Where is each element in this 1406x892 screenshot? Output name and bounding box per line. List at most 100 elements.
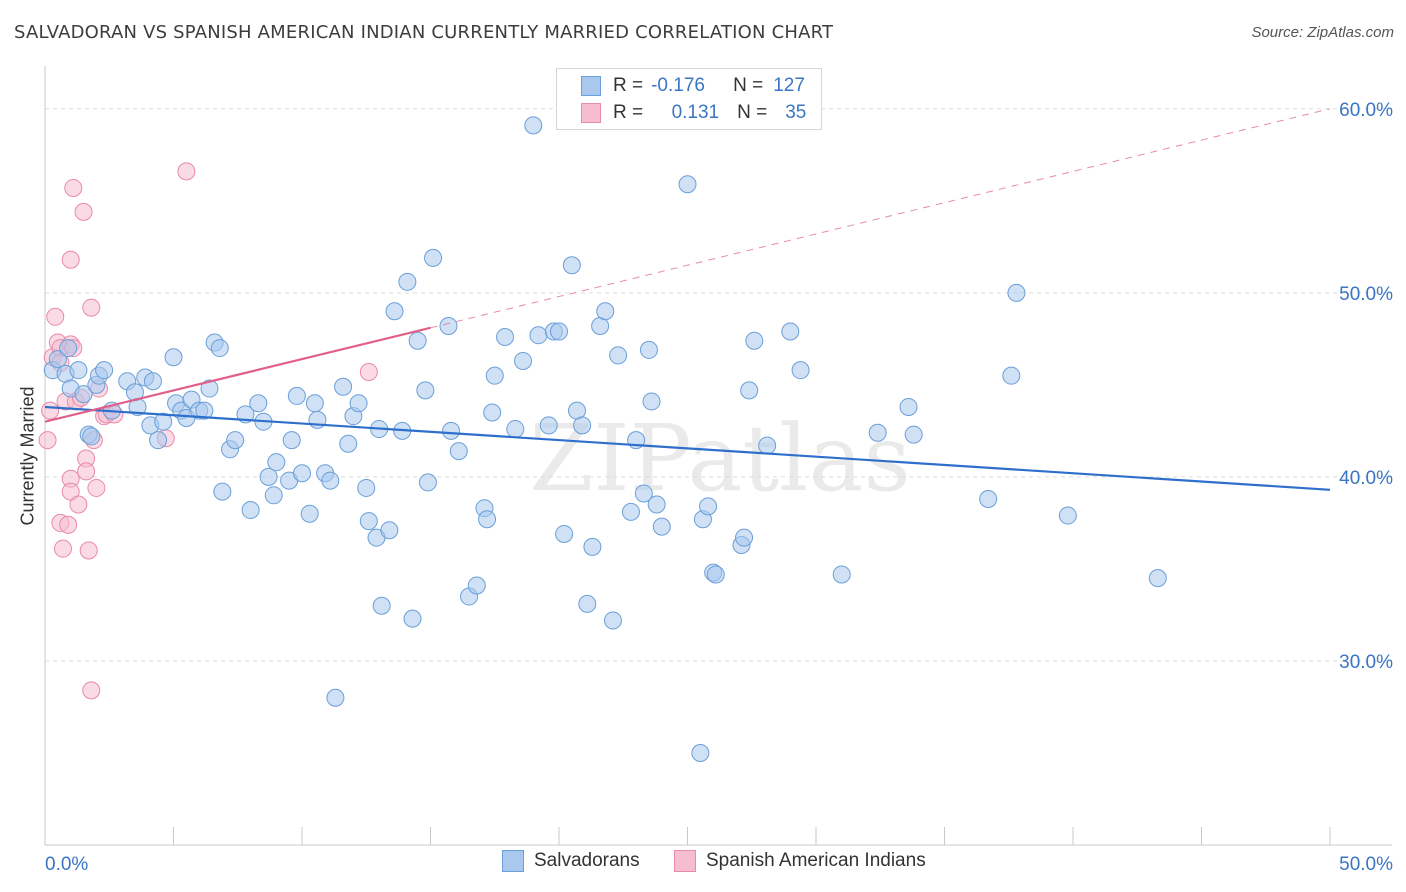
- data-point: [706, 565, 725, 584]
- data-point: [59, 515, 78, 534]
- data-point: [287, 386, 306, 405]
- data-point: [59, 339, 78, 358]
- data-point: [550, 322, 568, 341]
- data-point: [424, 248, 443, 267]
- source-label: Source: ZipAtlas.com: [1251, 24, 1394, 41]
- data-point: [334, 377, 353, 396]
- data-point: [200, 379, 219, 398]
- bottom-legend-label: Spanish American Indians: [706, 850, 926, 871]
- legend-r-label: R =: [613, 102, 644, 123]
- data-point: [416, 381, 435, 400]
- data-point: [832, 565, 851, 584]
- legend-n-value: 127: [773, 75, 805, 96]
- data-point: [195, 401, 214, 420]
- trendline-salvadorans: [44, 405, 1331, 491]
- y-tick-label: 40.0%: [1339, 468, 1393, 489]
- data-point: [69, 361, 88, 380]
- data-point: [82, 681, 101, 700]
- data-point: [149, 431, 168, 450]
- data-point: [979, 489, 998, 508]
- data-point: [326, 688, 345, 707]
- data-point: [372, 596, 391, 615]
- data-point: [904, 425, 923, 444]
- data-point: [339, 434, 358, 453]
- data-point: [349, 394, 368, 413]
- data-point: [213, 482, 232, 501]
- data-point: [264, 486, 283, 505]
- data-point: [634, 484, 653, 503]
- data-point: [95, 361, 114, 380]
- data-point: [177, 162, 196, 181]
- data-point: [69, 495, 88, 514]
- data-point: [418, 473, 437, 492]
- data-point: [74, 202, 93, 221]
- data-point: [357, 478, 376, 497]
- data-point: [603, 611, 622, 630]
- data-point: [408, 331, 427, 350]
- data-point: [478, 510, 497, 529]
- legend-n-label: N =: [733, 75, 764, 96]
- data-point: [691, 743, 710, 762]
- data-point: [300, 504, 319, 523]
- x-tick-label: 0.0%: [45, 854, 88, 875]
- data-point: [380, 521, 399, 540]
- data-point: [403, 609, 422, 628]
- legend-n-value: 35: [785, 102, 807, 123]
- y-tick-label: 60.0%: [1339, 100, 1393, 121]
- data-point: [578, 594, 597, 613]
- data-point: [154, 412, 173, 431]
- data-point: [87, 478, 106, 497]
- series-salvadorans: [43, 116, 1167, 762]
- data-point: [359, 362, 378, 381]
- data-point: [555, 524, 574, 543]
- bottom-legend-label: Salvadorans: [534, 850, 640, 871]
- data-point: [259, 467, 278, 486]
- data-point: [791, 361, 810, 380]
- trendline-extension-spanish-american-indians: [430, 108, 1331, 329]
- data-point: [41, 401, 60, 420]
- bottom-legend-swatch-blue: [502, 850, 524, 872]
- legend-n-label: N =: [737, 102, 768, 123]
- data-point: [573, 416, 592, 435]
- data-point: [524, 116, 543, 135]
- bottom-legend-spanish-american-indians: Spanish American Indians: [674, 850, 926, 872]
- data-point: [82, 427, 101, 446]
- legend-r-label: R =: [613, 75, 644, 96]
- data-point: [642, 392, 661, 411]
- x-tick-label: 50.0%: [1339, 854, 1393, 875]
- legend-swatch-pink: [581, 103, 601, 123]
- data-point: [485, 366, 504, 385]
- data-point: [539, 416, 558, 435]
- data-point: [385, 302, 404, 321]
- legend-row-salvadorans: R = -0.176 N = 127: [581, 73, 805, 99]
- data-point: [596, 302, 615, 321]
- data-point: [164, 348, 183, 367]
- bottom-legend-salvadorans: Salvadorans: [502, 850, 640, 872]
- legend-r-value: 0.131: [671, 102, 720, 123]
- data-point: [48, 350, 67, 369]
- data-point: [61, 250, 80, 269]
- data-point: [442, 421, 461, 440]
- data-point: [226, 431, 245, 450]
- data-point: [529, 326, 548, 345]
- data-point: [899, 397, 918, 416]
- data-point: [609, 346, 628, 365]
- trendline-spanish-american-indians: [44, 326, 431, 423]
- data-point: [53, 539, 72, 558]
- data-point: [621, 502, 640, 521]
- data-point: [740, 381, 759, 400]
- data-point: [758, 436, 777, 455]
- data-point: [210, 339, 229, 358]
- data-point: [467, 576, 486, 595]
- data-point: [439, 316, 458, 335]
- data-point: [77, 462, 96, 481]
- stats-legend: R = -0.176 N = 127 R = 0.131 N = 35: [556, 68, 822, 130]
- data-point: [241, 501, 260, 520]
- data-point: [143, 372, 162, 391]
- data-point: [735, 528, 754, 547]
- y-axis-label: Currently Married: [17, 386, 38, 526]
- data-point: [496, 328, 515, 347]
- data-point: [321, 471, 340, 490]
- data-point: [652, 517, 671, 536]
